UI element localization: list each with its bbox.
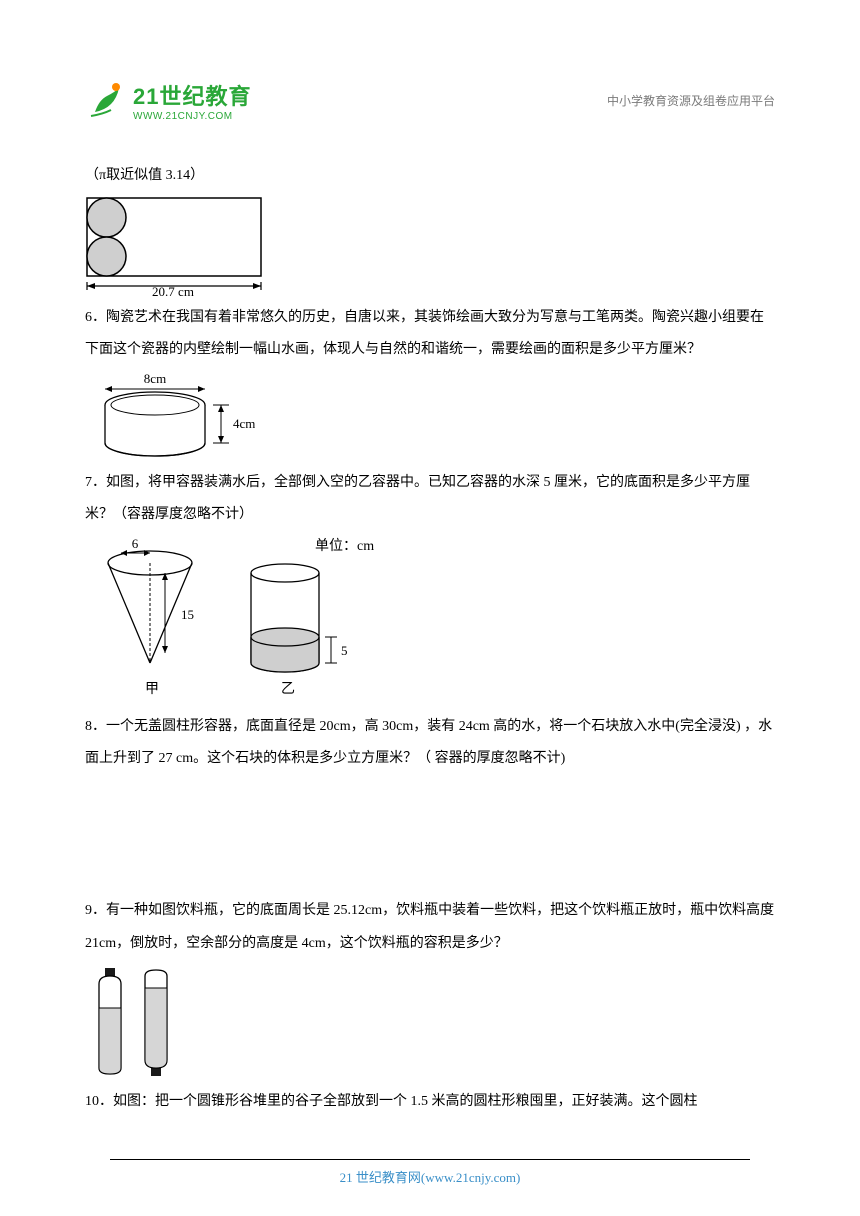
- svg-text:15: 15: [181, 607, 194, 622]
- q9-text: 9．有一种如图饮料瓶，它的底面周长是 25.12cm，饮料瓶中装着一些饮料，把这…: [85, 895, 775, 959]
- svg-text:5: 5: [341, 643, 348, 658]
- header-tagline: 中小学教育资源及组卷应用平台: [607, 92, 775, 109]
- svg-text:8cm: 8cm: [144, 371, 166, 386]
- footer-divider: [110, 1159, 750, 1160]
- fig7-unit: 单位：cm: [315, 538, 374, 554]
- q5-tail: （π取近似值 3.14）: [85, 160, 775, 192]
- svg-text:甲: 甲: [145, 682, 159, 697]
- q6-text: 6．陶瓷艺术在我国有着非常悠久的历史，自唐以来，其装饰绘画大致分为写意与工笔两类…: [85, 302, 775, 366]
- svg-text:乙: 乙: [281, 681, 295, 697]
- page-header: 21世纪教育 WWW.21CNJY.COM 中小学教育资源及组卷应用平台: [85, 70, 775, 130]
- q8-text: 8．一个无盖圆柱形容器，底面直径是 20cm，高 30cm，装有 24cm 高的…: [85, 711, 775, 775]
- content-body: （π取近似值 3.14） 20.7 cm 6．陶瓷艺术在我国有着非常悠久的历史，…: [85, 160, 775, 1118]
- fig-q5-balls-in-box: 20.7 cm: [85, 196, 775, 296]
- logo-title: 21世纪教育: [133, 79, 251, 111]
- q7-text: 7．如图，将甲容器装满水后，全部倒入空的乙容器中。已知乙容器的水深 5 厘米，它…: [85, 467, 775, 531]
- fig-q7-cone-cylinder: 单位：cm 6 15 甲: [85, 535, 775, 705]
- svg-text:6: 6: [132, 536, 139, 551]
- logo: 21世纪教育 WWW.21CNJY.COM: [85, 78, 251, 122]
- logo-runner-icon: [85, 78, 129, 122]
- fig5-width-label: 20.7 cm: [152, 284, 194, 296]
- q10-text: 10．如图：把一个圆锥形谷堆里的谷子全部放到一个 1.5 米高的圆柱形粮囤里，正…: [85, 1086, 775, 1118]
- svg-text:4cm: 4cm: [233, 416, 255, 431]
- logo-url: WWW.21CNJY.COM: [133, 111, 251, 122]
- footer-text: 21 世纪教育网(www.21cnjy.com): [0, 1167, 860, 1186]
- fig-q9-bottles: [85, 964, 775, 1080]
- fig-q6-ceramic-cylinder: 8cm 4cm: [85, 371, 775, 461]
- q8-workspace: [85, 775, 775, 895]
